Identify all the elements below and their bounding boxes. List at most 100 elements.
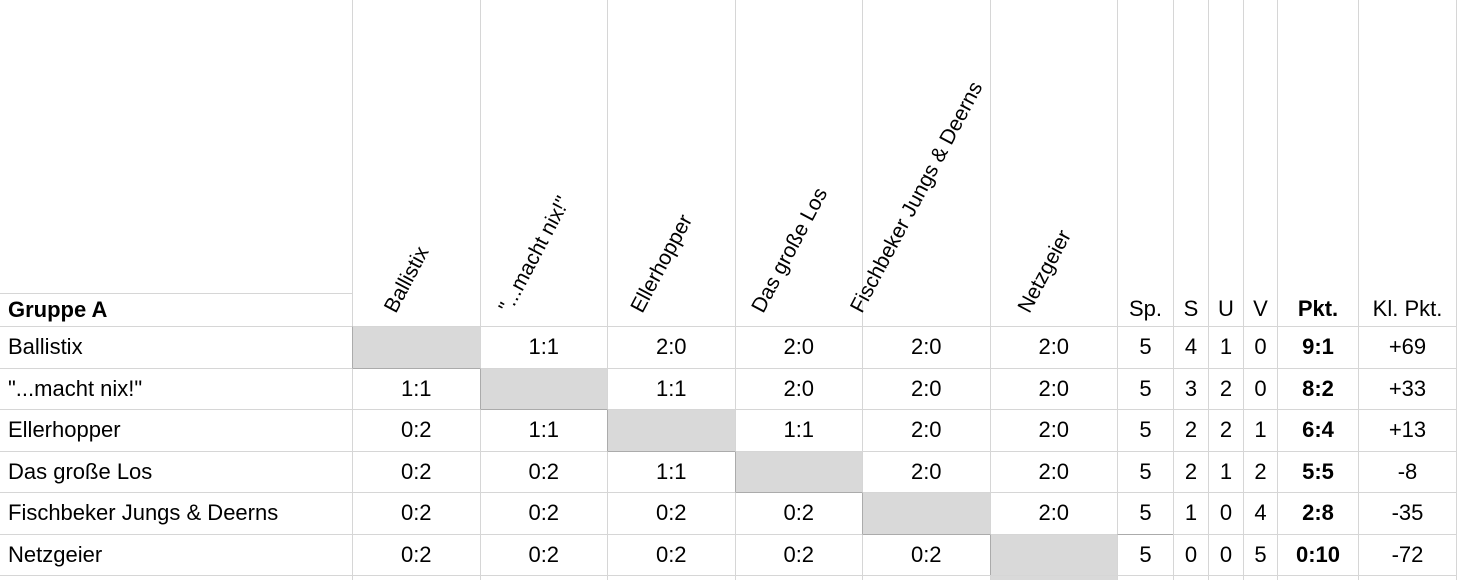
- stat-cell-v: 5: [1243, 533, 1277, 575]
- partial-row-cell: [479, 575, 607, 580]
- stat-cell-s: 2: [1173, 409, 1208, 451]
- stat-cell-pkt: 8:2: [1277, 367, 1358, 409]
- stat-cell-v: 1: [1243, 409, 1277, 451]
- partial-row-cell: [607, 575, 735, 580]
- result-cell: 1:1: [479, 326, 607, 368]
- stat-cell-sp: 5: [1117, 533, 1173, 575]
- partial-row-cell: [0, 575, 352, 580]
- result-cell: 1:1: [607, 367, 735, 409]
- result-cell: 0:2: [862, 533, 990, 575]
- result-cell: 1:1: [607, 450, 735, 492]
- stat-cell-u: 2: [1208, 367, 1243, 409]
- rotated-team-label: Fischbeker Jungs & Deerns: [846, 77, 988, 317]
- rotated-team-label: Ballistix: [380, 242, 434, 317]
- rotated-team-label: "...macht nix!": [494, 192, 575, 317]
- stat-cell-u: 1: [1208, 326, 1243, 368]
- column-header-netzgeier: Netzgeier: [989, 0, 1117, 326]
- column-header-macht-nix: "...macht nix!": [479, 0, 607, 326]
- stat-cell-v: 0: [1243, 367, 1277, 409]
- stat-cell-v: 0: [1243, 326, 1277, 368]
- result-cell: 2:0: [989, 326, 1117, 368]
- result-cell: 2:0: [989, 492, 1117, 534]
- result-cell: 2:0: [989, 409, 1117, 451]
- partial-row-cell: [1277, 575, 1358, 580]
- result-cell: 0:2: [479, 492, 607, 534]
- result-cell: 2:0: [734, 367, 862, 409]
- result-cell: 0:2: [479, 533, 607, 575]
- stat-cell-pkt: 6:4: [1277, 409, 1358, 451]
- team-name-cell: Fischbeker Jungs & Deerns: [0, 492, 352, 534]
- stat-cell-kl-pkt: +33: [1358, 367, 1457, 409]
- partial-row-cell: [1117, 575, 1173, 580]
- partial-row-cell: [1243, 575, 1277, 580]
- column-header-sp: Sp.: [1117, 0, 1173, 326]
- partial-row-cell: [1208, 575, 1243, 580]
- column-header-fischbeker: Fischbeker Jungs & Deerns: [846, 0, 990, 326]
- column-header-kl-pkt: Kl. Pkt.: [1358, 0, 1457, 326]
- team-name-cell: "...macht nix!": [0, 367, 352, 409]
- result-cell: 2:0: [989, 367, 1117, 409]
- stat-cell-u: 1: [1208, 450, 1243, 492]
- stat-cell-s: 4: [1173, 326, 1208, 368]
- column-header-das-grosse-los: Das große Los: [734, 0, 862, 326]
- diagonal-cell: [352, 326, 480, 368]
- diagonal-cell: [734, 450, 862, 492]
- partial-row-cell: [1358, 575, 1457, 580]
- stat-cell-kl-pkt: +69: [1358, 326, 1457, 368]
- result-cell: 1:1: [479, 409, 607, 451]
- rotated-team-label: Ellerhopper: [626, 210, 698, 317]
- result-cell: 0:2: [479, 450, 607, 492]
- diagonal-cell: [989, 533, 1117, 575]
- result-cell: 1:1: [352, 367, 480, 409]
- stat-cell-pkt: 0:10: [1277, 533, 1358, 575]
- stat-cell-kl-pkt: -8: [1358, 450, 1457, 492]
- result-cell: 0:2: [352, 450, 480, 492]
- partial-row-cell: [862, 575, 990, 580]
- result-cell: 1:1: [734, 409, 862, 451]
- group-label: Gruppe A: [0, 293, 352, 326]
- result-cell: 0:2: [352, 492, 480, 534]
- stat-cell-v: 2: [1243, 450, 1277, 492]
- team-name-cell: Ballistix: [0, 326, 352, 368]
- diagonal-cell: [607, 409, 735, 451]
- result-cell: 0:2: [607, 533, 735, 575]
- result-cell: 2:0: [862, 409, 990, 451]
- stat-cell-kl-pkt: -72: [1358, 533, 1457, 575]
- stat-cell-s: 3: [1173, 367, 1208, 409]
- stat-cell-sp: 5: [1117, 492, 1173, 534]
- stat-cell-s: 0: [1173, 533, 1208, 575]
- stat-cell-s: 2: [1173, 450, 1208, 492]
- column-header-pkt: Pkt.: [1277, 0, 1358, 326]
- diagonal-cell: [862, 492, 990, 534]
- result-cell: 2:0: [862, 367, 990, 409]
- column-header-u: U: [1208, 0, 1243, 326]
- rotated-team-label: Das große Los: [746, 184, 832, 317]
- stat-cell-u: 0: [1208, 533, 1243, 575]
- stat-cell-kl-pkt: +13: [1358, 409, 1457, 451]
- stat-cell-kl-pkt: -35: [1358, 492, 1457, 534]
- rotated-team-label: Netzgeier: [1013, 226, 1076, 317]
- column-header-v: V: [1243, 0, 1277, 326]
- team-name-cell: Netzgeier: [0, 533, 352, 575]
- stat-cell-sp: 5: [1117, 367, 1173, 409]
- stat-cell-sp: 5: [1117, 409, 1173, 451]
- result-cell: 2:0: [607, 326, 735, 368]
- result-cell: 2:0: [989, 450, 1117, 492]
- result-cell: 2:0: [734, 326, 862, 368]
- result-cell: 0:2: [352, 409, 480, 451]
- stat-cell-pkt: 9:1: [1277, 326, 1358, 368]
- result-cell: 0:2: [607, 492, 735, 534]
- column-header-ballistix: Ballistix: [352, 0, 480, 326]
- result-cell: 2:0: [862, 450, 990, 492]
- stat-cell-sp: 5: [1117, 326, 1173, 368]
- stat-cell-s: 1: [1173, 492, 1208, 534]
- stat-cell-u: 0: [1208, 492, 1243, 534]
- diagonal-cell: [479, 367, 607, 409]
- stat-cell-sp: 5: [1117, 450, 1173, 492]
- partial-row-cell: [352, 575, 480, 580]
- column-header-s: S: [1173, 0, 1208, 326]
- stat-cell-pkt: 2:8: [1277, 492, 1358, 534]
- stat-cell-u: 2: [1208, 409, 1243, 451]
- partial-row-cell: [989, 575, 1117, 580]
